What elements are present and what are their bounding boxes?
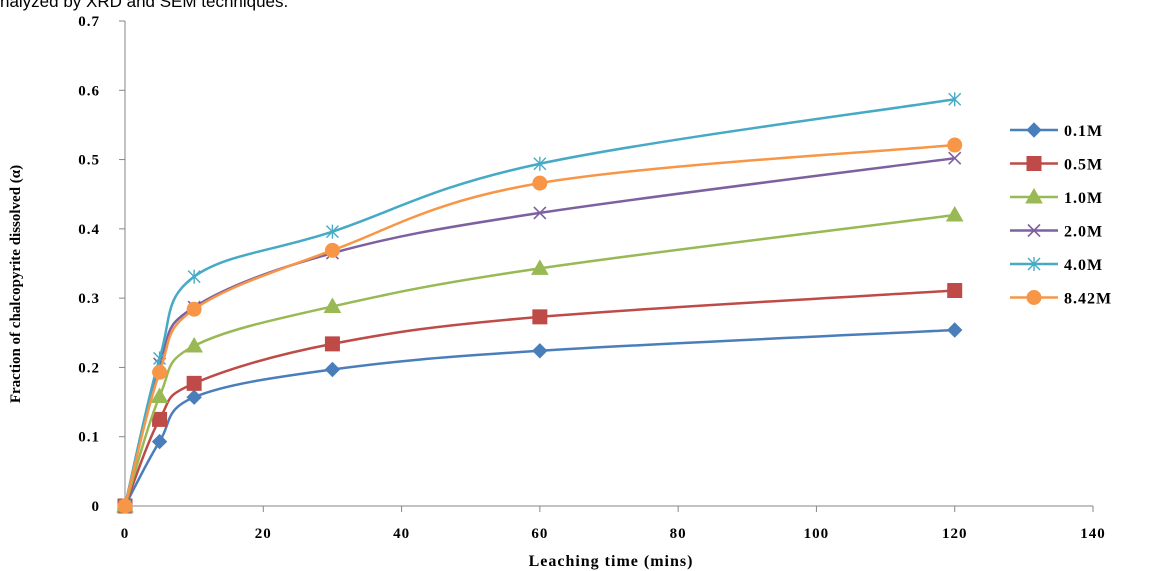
legend-label: 1.0M — [1064, 190, 1103, 207]
x-tick-label: 120 — [942, 526, 968, 542]
series-8-42M — [117, 137, 963, 514]
data-point — [532, 175, 548, 191]
data-point — [323, 297, 342, 313]
series-layer — [116, 92, 964, 514]
data-point — [948, 92, 962, 107]
data-point — [324, 336, 340, 352]
x-tick-label: 40 — [393, 526, 410, 542]
legend-entry: 0.1M — [1010, 122, 1103, 140]
legend-label: 0.1M — [1064, 123, 1103, 140]
legend-label: 8.42M — [1064, 291, 1112, 308]
legend-label: 0.5M — [1064, 157, 1103, 174]
x-tick-label: 100 — [804, 526, 830, 542]
data-point — [185, 336, 204, 353]
legend-marker — [1027, 223, 1041, 238]
y-axis-label: Fraction of chalcopyrite dissolved (α) — [8, 165, 24, 403]
series-4-0M — [118, 92, 962, 513]
y-tick-label: 0.3 — [78, 291, 100, 307]
axes: 0 0.1 0.2 0.3 0.4 0.5 0.6 0.7 0 20 40 60 80 100 120 140 — [78, 14, 1106, 542]
y-tick-label: 0.6 — [78, 83, 100, 99]
data-point — [152, 411, 168, 427]
top-text-snippet: nalyzed by XRD and SEM techniques. — [0, 0, 289, 11]
data-point — [532, 309, 548, 325]
legend-entry: 1.0M — [1010, 187, 1103, 207]
legend-entry: 2.0M — [1010, 223, 1103, 241]
x-tick-label: 60 — [531, 526, 548, 542]
data-point — [947, 137, 963, 153]
legend-marker — [1026, 122, 1042, 138]
x-tick-label: 140 — [1080, 526, 1106, 542]
data-point — [324, 242, 340, 258]
data-point — [186, 389, 202, 405]
y-tick-label: 0.5 — [78, 153, 100, 169]
data-point — [533, 156, 547, 171]
series-0-5M — [117, 283, 963, 514]
legend-marker — [1026, 290, 1042, 305]
data-point — [948, 151, 962, 165]
data-point — [117, 498, 133, 514]
data-point — [187, 269, 201, 284]
legend-label: 4.0M — [1064, 257, 1103, 274]
legend-marker — [1026, 156, 1042, 171]
data-point — [186, 301, 202, 317]
data-point — [947, 322, 963, 338]
data-point — [186, 375, 202, 391]
x-tick-label: 20 — [255, 526, 272, 542]
y-tick-label: 0.1 — [78, 430, 100, 446]
x-tick-label: 80 — [670, 526, 687, 542]
legend-entry: 8.42M — [1010, 290, 1112, 308]
data-point — [324, 361, 341, 378]
data-point — [152, 364, 168, 380]
legend-marker — [1027, 257, 1041, 271]
y-tick-label: 0.4 — [78, 222, 100, 238]
series-1-0M — [116, 205, 964, 513]
series-line — [123, 156, 955, 507]
data-point — [530, 259, 549, 275]
legend-label: 2.0M — [1064, 224, 1103, 241]
series-line — [123, 213, 955, 507]
y-tick-label: 0 — [92, 499, 101, 515]
data-point — [947, 283, 963, 299]
data-point — [945, 205, 964, 222]
y-tick-label: 0.7 — [78, 14, 100, 30]
legend-entry: 0.5M — [1010, 156, 1103, 174]
legend-entry: 4.0M — [1010, 257, 1103, 274]
data-point — [533, 206, 547, 220]
x-tick-label: 0 — [121, 526, 130, 542]
data-point — [151, 433, 168, 450]
data-point — [325, 224, 339, 239]
legend: 0.1M 0.5M 1.0M 2.0M 4.0M 8.42M — [1010, 122, 1112, 308]
data-point — [532, 343, 548, 359]
series-0-1M — [117, 322, 963, 514]
legend-marker — [1025, 187, 1043, 204]
y-tick-label: 0.2 — [78, 360, 100, 376]
data-point — [150, 387, 169, 404]
series-2-0M — [118, 151, 962, 513]
x-axis-label: Leaching time (mins) — [529, 553, 694, 570]
